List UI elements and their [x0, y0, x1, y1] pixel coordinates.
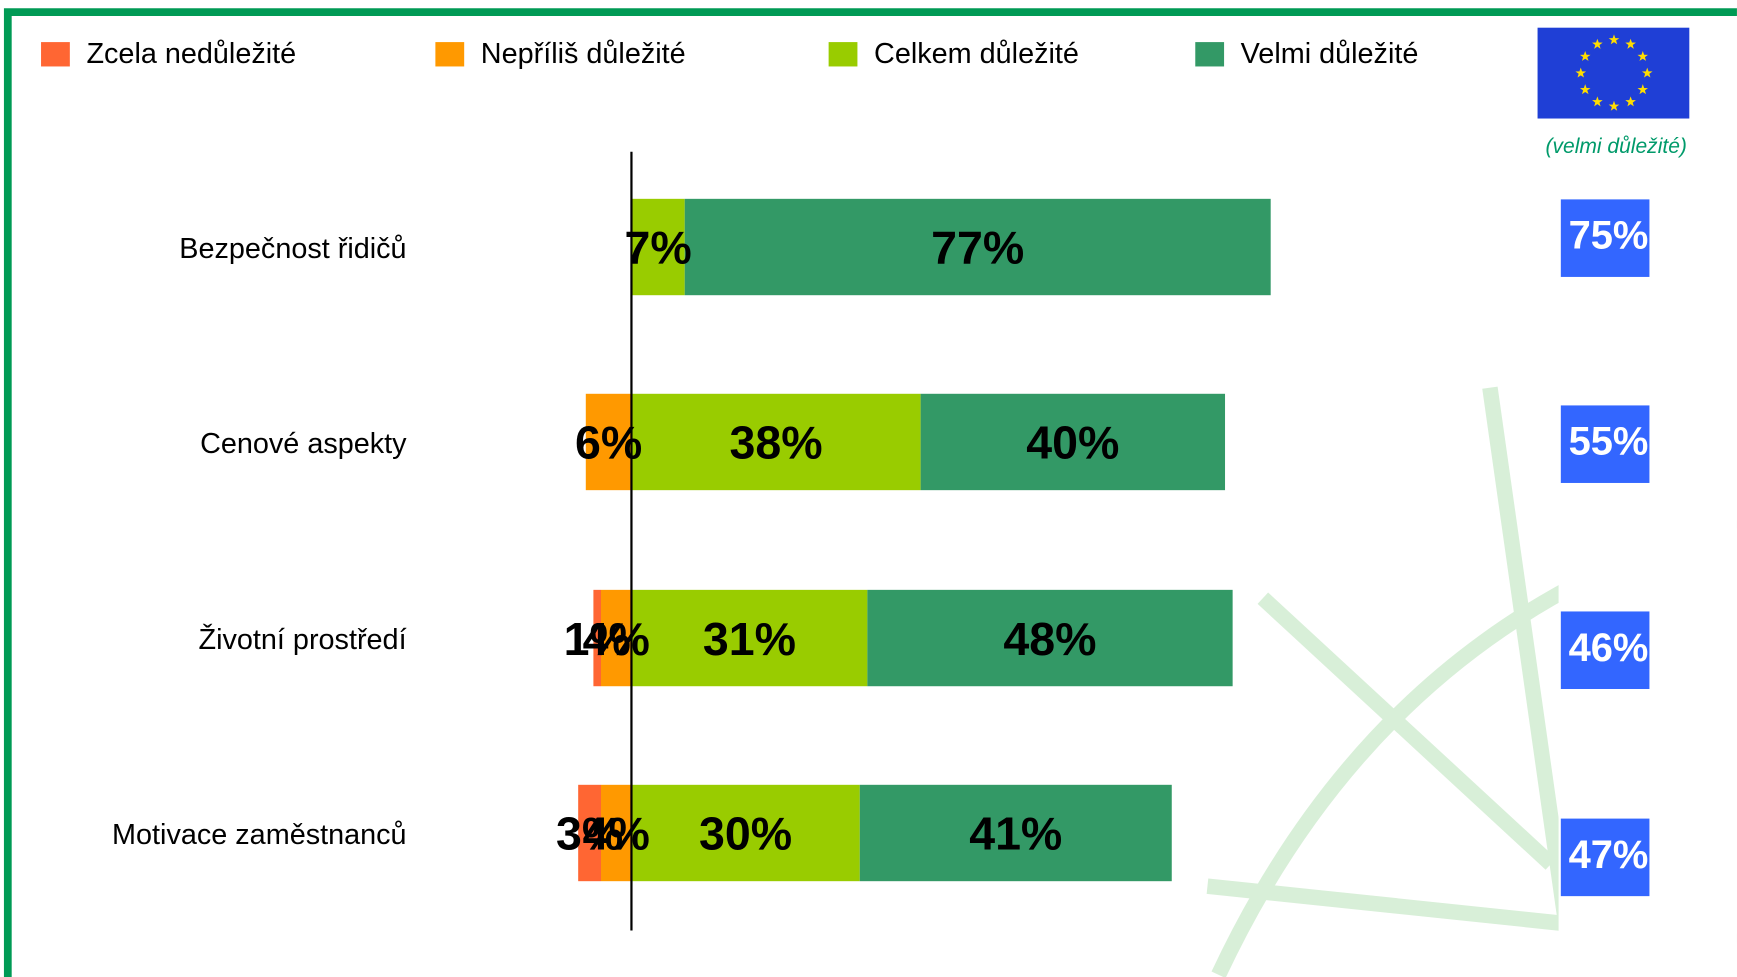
category-label: Bezpečnost řidičů: [179, 233, 406, 265]
legend-swatch: [41, 42, 70, 66]
value-label: 31%: [703, 613, 796, 665]
eu-note: (velmi důležité): [1545, 135, 1686, 158]
legend-label: Nepříliš důležité: [481, 38, 686, 70]
legend-swatch: [1195, 42, 1224, 66]
category-label: Cenové aspekty: [200, 428, 407, 460]
legend-swatch: [435, 42, 464, 66]
eu-flag: [1538, 28, 1690, 119]
legend-label: Celkem důležité: [874, 38, 1079, 70]
legend-label: Zcela nedůležité: [86, 38, 296, 70]
category-label: Motivace zaměstnanců: [112, 819, 407, 851]
legend-swatch: [829, 42, 858, 66]
eu-value-label: 46%: [1569, 626, 1649, 670]
legend-label: Velmi důležité: [1241, 38, 1419, 70]
value-label: 48%: [1003, 613, 1096, 665]
value-label: 77%: [931, 222, 1024, 274]
value-label: 38%: [729, 417, 822, 469]
value-label: 7%: [624, 222, 691, 274]
eu-value-label: 75%: [1569, 214, 1649, 258]
eu-value-label: 47%: [1569, 833, 1649, 877]
eu-value-label: 55%: [1569, 420, 1649, 464]
value-label: 30%: [699, 808, 792, 860]
value-label: 41%: [969, 808, 1062, 860]
value-label: 40%: [1026, 417, 1119, 469]
chart: (velmi důležité) Zcela nedůležité Nepříli…: [0, 0, 1737, 977]
category-label: Životní prostředí: [199, 623, 407, 656]
value-label: 1%: [564, 613, 631, 665]
value-label: 3%: [556, 808, 623, 860]
